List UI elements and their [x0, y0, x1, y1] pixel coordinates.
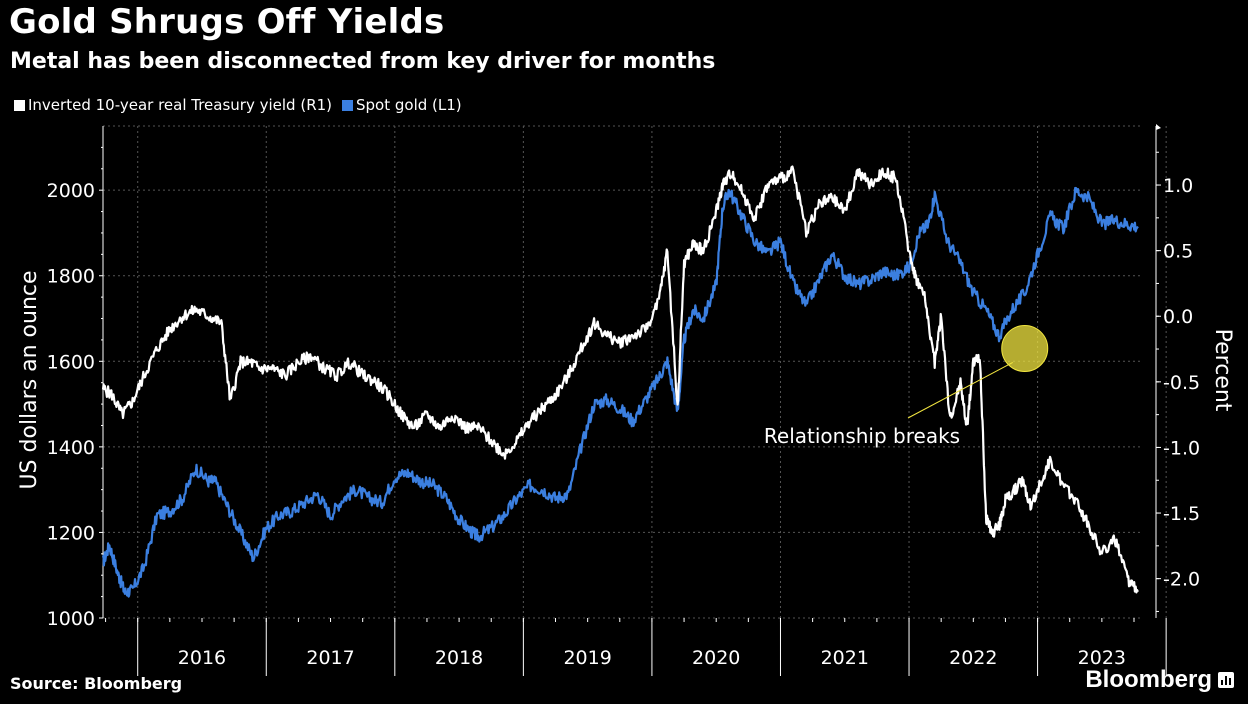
- x-tick-label: 2023: [1078, 647, 1126, 669]
- y-axis-label-left: US dollars an ounce: [17, 270, 42, 489]
- x-tick-label: 2018: [435, 647, 483, 669]
- series-line-gold: [101, 186, 1139, 598]
- tick-label-right: -2.0: [1163, 569, 1200, 591]
- x-tick-label: 2019: [563, 647, 611, 669]
- source-note: Source: Bloomberg: [10, 674, 183, 693]
- x-tick-label: 2021: [821, 647, 869, 669]
- chart-title: Gold Shrugs Off Yields: [9, 2, 445, 42]
- tick-label-right: -1.0: [1163, 437, 1200, 459]
- bloomberg-icon: [1218, 672, 1234, 688]
- tick-label-left: 1600: [47, 351, 95, 373]
- tick-label-right: 0.0: [1163, 306, 1193, 328]
- legend-swatch-yield: [14, 99, 25, 111]
- tick-label-left: 1800: [47, 266, 95, 288]
- annotation-circle: [1001, 324, 1049, 372]
- legend-label-yield: Inverted 10-year real Treasury yield (R1…: [28, 96, 333, 114]
- axis-arrow: [1156, 124, 1161, 130]
- chart-subtitle: Metal has been disconnected from key dri…: [10, 49, 716, 74]
- tick-label-left: 1400: [47, 437, 95, 459]
- legend-swatch-gold: [342, 99, 354, 111]
- annotation-layer: Relationship breaks: [764, 324, 1049, 448]
- tick-label-left: 1200: [47, 522, 95, 544]
- legend-item-gold: Spot gold (L1): [342, 96, 462, 114]
- series-layer: [101, 165, 1139, 598]
- series-line-yield: [101, 165, 1139, 594]
- tick-label-right: -0.5: [1163, 372, 1200, 394]
- grid: [103, 125, 1167, 619]
- y-axis-label-right: Percent: [1210, 329, 1235, 412]
- tick-label-left: 2000: [47, 180, 95, 202]
- x-tick-label: 2017: [306, 647, 354, 669]
- tick-label-right: 0.5: [1163, 241, 1193, 263]
- brand-logo: Bloomberg: [1085, 666, 1234, 694]
- tick-label-left: 1000: [47, 608, 95, 630]
- annotation-leader: [907, 362, 1013, 419]
- brand-name: Bloomberg: [1085, 666, 1212, 693]
- legend: Inverted 10-year real Treasury yield (R1…: [14, 96, 462, 114]
- annotation-label: Relationship breaks: [764, 424, 960, 448]
- axes: 1000 1200 1400 1600 1800 2000 -2.0 -1.5 -1.0 -0.5…: [47, 124, 1200, 676]
- x-tick-label: 2020: [692, 647, 740, 669]
- x-tick-label: 2022: [949, 647, 997, 669]
- x-tick-label: 2016: [178, 647, 226, 669]
- legend-item-yield: Inverted 10-year real Treasury yield (R1…: [14, 96, 332, 114]
- tick-label-right: -1.5: [1163, 503, 1200, 525]
- tick-label-right: 1.0: [1163, 175, 1193, 197]
- legend-label-gold: Spot gold (L1): [356, 96, 462, 114]
